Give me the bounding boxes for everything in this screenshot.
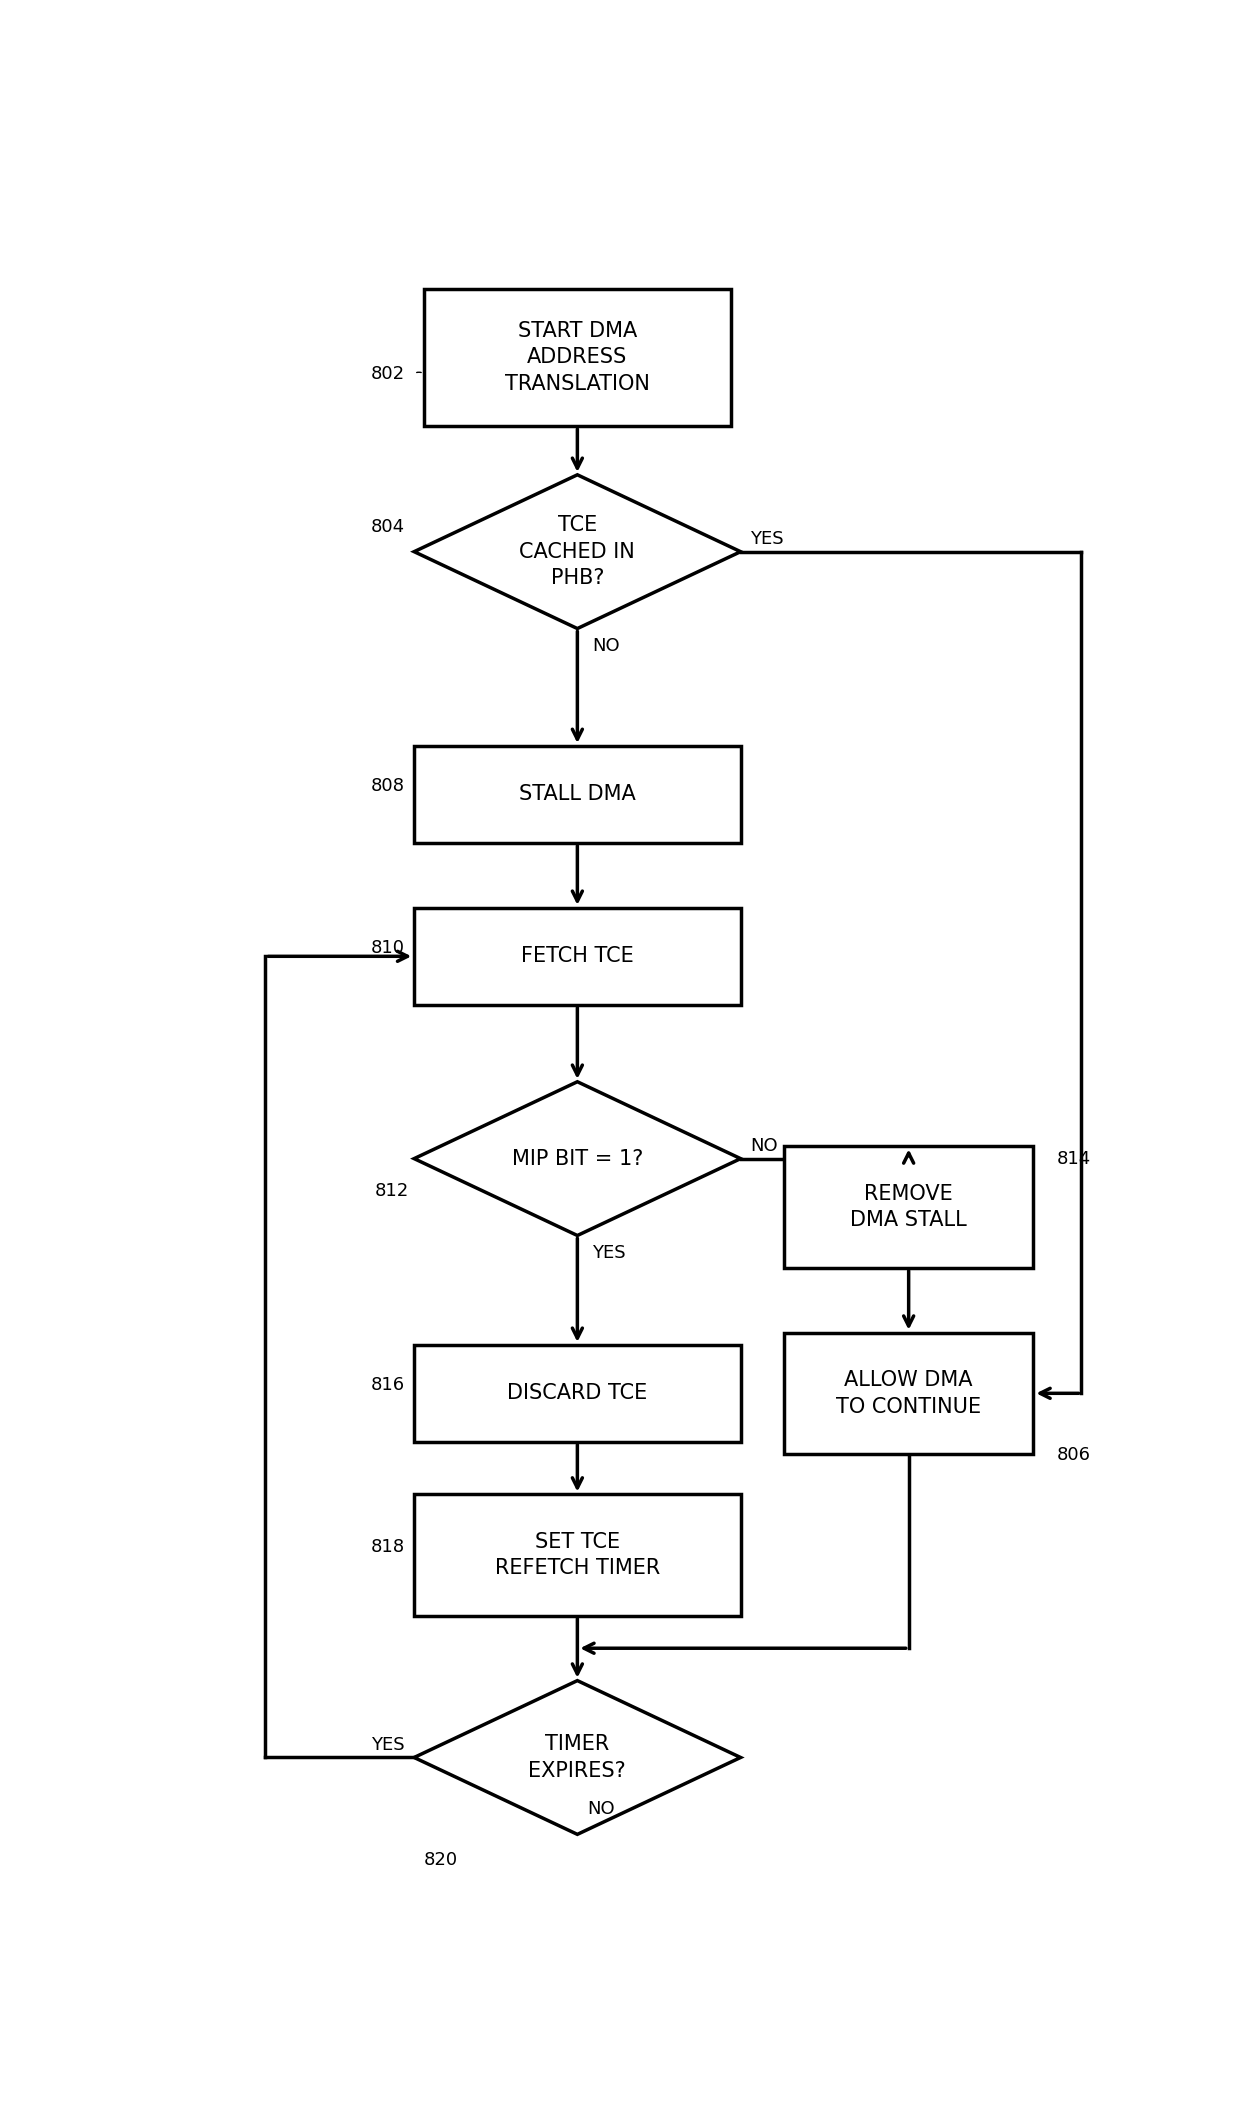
Text: STALL DMA: STALL DMA [519,784,636,805]
Text: NO: NO [592,637,620,654]
Text: ALLOW DMA
TO CONTINUE: ALLOW DMA TO CONTINUE [836,1371,981,1417]
Text: FETCH TCE: FETCH TCE [520,946,634,967]
FancyBboxPatch shape [784,1333,1033,1455]
Polygon shape [414,475,741,628]
FancyBboxPatch shape [414,746,741,843]
Text: 806: 806 [1057,1446,1092,1463]
FancyBboxPatch shape [414,908,741,1005]
Text: NO: NO [587,1799,615,1818]
Text: REMOVE
DMA STALL: REMOVE DMA STALL [850,1183,966,1230]
FancyBboxPatch shape [424,288,731,427]
Polygon shape [414,1682,741,1835]
Text: SET TCE
REFETCH TIMER: SET TCE REFETCH TIMER [494,1532,660,1579]
Text: YES: YES [751,530,784,549]
Text: YES: YES [370,1736,404,1753]
FancyBboxPatch shape [414,1495,741,1616]
Text: 812: 812 [375,1181,409,1200]
Text: 804: 804 [370,519,404,536]
Text: 820: 820 [424,1850,458,1869]
Text: 802: 802 [370,364,404,383]
FancyBboxPatch shape [784,1146,1033,1268]
Text: 818: 818 [370,1539,404,1555]
Text: MIP BIT = 1?: MIP BIT = 1? [512,1148,643,1169]
Text: START DMA
ADDRESS
TRANSLATION: START DMA ADDRESS TRANSLATION [506,322,649,393]
Text: YES: YES [592,1244,626,1261]
Text: TIMER
EXPIRES?: TIMER EXPIRES? [529,1734,626,1780]
Text: 814: 814 [1057,1150,1092,1167]
Text: NO: NO [751,1137,778,1154]
Text: 810: 810 [370,940,404,956]
Text: DISCARD TCE: DISCARD TCE [507,1383,648,1404]
FancyBboxPatch shape [414,1345,741,1442]
Text: TCE
CACHED IN
PHB?: TCE CACHED IN PHB? [519,515,636,589]
Text: 808: 808 [370,778,404,795]
Text: 816: 816 [370,1377,404,1394]
Polygon shape [414,1083,741,1236]
